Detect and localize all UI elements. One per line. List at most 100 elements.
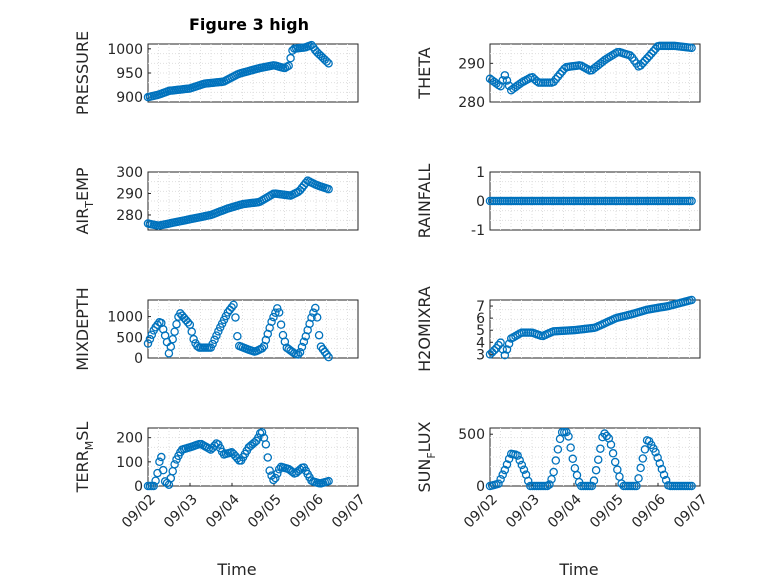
mixdepth-ytick-label: 1000: [107, 310, 143, 326]
terr_msl-ytick-label: 0: [134, 479, 143, 495]
mixdepth-data-point: [214, 327, 223, 336]
sun_flux-data-point: [653, 453, 662, 462]
sun_flux-data-point: [562, 427, 571, 437]
mixdepth-data-point: [229, 300, 238, 310]
ylabel-main: PRESSURE: [73, 31, 92, 115]
sun_flux-data-point: [661, 475, 671, 485]
terr_msl-data-point: [158, 465, 168, 475]
sun_flux-xtick-label: 09/07: [671, 492, 711, 532]
mixdepth-ytick-label: 0: [134, 351, 143, 367]
sun_flux-data-point: [636, 463, 645, 473]
theta-data-point: [500, 71, 510, 80]
rainfall-ytick-label: 0: [476, 194, 485, 210]
subplot-pressure: 900 950 1000 PRESSURE Figure 3 high: [73, 15, 359, 115]
mixdepth-data-point: [145, 334, 155, 344]
rainfall-ytick-label: 1: [476, 165, 485, 181]
subplot-terr_msl: 0 100 200 TERRMSL 09/02 09/03 09/04 09/05 09/06 0…: [73, 422, 369, 579]
sun_flux-data-point: [498, 470, 507, 479]
sun_flux-data-point: [655, 459, 665, 468]
sun_flux-data-point: [504, 454, 514, 464]
subplot-theta: 280 290 THETA: [415, 41, 701, 111]
mixdepth-data-point: [297, 342, 307, 352]
air_temp-ytick-label: 290: [116, 186, 143, 202]
theta-data-point: [642, 54, 652, 63]
h2omixra-data-point: [504, 339, 514, 349]
mixdepth-data-point: [166, 342, 176, 351]
sun_flux-data-point: [587, 481, 597, 491]
pressure-series: [143, 40, 333, 102]
pressure-data-point: [324, 59, 333, 68]
mixdepth-data-point: [311, 303, 320, 313]
mixdepth-data-point: [274, 308, 284, 317]
sun_flux-data-point: [543, 481, 552, 491]
air_temp-ylabel: AIRTEMP: [73, 167, 96, 234]
terr_msl-data-point: [151, 476, 160, 485]
mixdepth-data-point: [143, 339, 153, 348]
h2omixra-data-point: [502, 345, 512, 354]
h2omixra-ytick-label: 7: [476, 299, 485, 315]
ylabel-subscript: M: [83, 441, 96, 451]
pressure-data-point: [286, 53, 295, 63]
theta-ytick-label: 290: [458, 56, 485, 72]
theta-data-point: [687, 43, 696, 53]
h2omixra-ytick-label: 4: [476, 335, 485, 351]
theta-data-point: [555, 69, 565, 79]
sun_flux-data-point: [589, 476, 599, 485]
h2omixra-ytick-label: 6: [476, 311, 485, 327]
sun_flux-data-point: [634, 474, 643, 483]
ylabel-main: SUN: [415, 459, 434, 493]
mixdepth-data-point: [227, 303, 236, 312]
sun_flux-data-point: [659, 470, 669, 480]
sun_flux-data-point: [606, 440, 616, 449]
mixdepth-data-point: [257, 344, 267, 353]
sun_flux-data-point: [566, 443, 575, 452]
subplot-rainfall: -1 0 1 RAINFALL: [415, 164, 701, 239]
mixdepth-data-point: [295, 347, 305, 357]
h2omixra-series: [485, 295, 696, 360]
sun_flux-data-point: [593, 455, 603, 464]
sun_flux-data-point: [551, 456, 561, 465]
terr_msl-data-point: [265, 466, 274, 475]
h2omixra-data-point: [498, 345, 507, 354]
terr_msl-data-point: [155, 457, 164, 467]
air_temp-series: [143, 176, 333, 230]
mixdepth-data-point: [314, 330, 324, 340]
ylabel-main: MIXDEPTH: [73, 287, 92, 370]
sun_flux-data-point: [545, 480, 554, 489]
theta-data-point: [600, 55, 609, 65]
ylabel-main: AIR: [73, 208, 92, 235]
ylabel-main: RAINFALL: [415, 164, 434, 239]
air_temp-grid: [148, 172, 358, 230]
air_temp-ytick-label: 300: [116, 165, 143, 181]
sun_flux-series: [485, 427, 696, 491]
sun_flux-data-point: [640, 445, 650, 454]
h2omixra-ytick-label: 3: [476, 347, 485, 363]
ylabel-main: H2OMIXRA: [415, 286, 434, 372]
mixdepth-data-point: [324, 352, 333, 362]
h2omixra-data-point: [489, 346, 499, 355]
sun_flux-data-point: [519, 465, 529, 474]
sun_flux-data-point: [494, 479, 503, 488]
ylabel-rest: EMP: [73, 167, 92, 201]
ylabel-rest: SL: [73, 422, 92, 441]
sun_flux-data-point: [600, 429, 609, 438]
pressure-ylabel: PRESSURE: [73, 31, 92, 115]
sun_flux-data-point: [657, 464, 667, 474]
terr_msl-xtick-label: 09/06: [287, 491, 327, 531]
sun_flux-xtick-label: 09/03: [503, 492, 543, 532]
h2omixra-data-point: [500, 350, 510, 360]
sun_flux-data-point: [568, 454, 578, 464]
rainfall-ylabel: RAINFALL: [415, 164, 434, 239]
ylabel-main: TERR: [73, 450, 92, 493]
theta-data-point: [625, 51, 635, 60]
sun_flux-data-point: [591, 465, 601, 475]
mixdepth-ylabel: MIXDEPTH: [73, 287, 92, 370]
mixdepth-data-point: [276, 320, 286, 329]
pressure-data-point: [284, 61, 293, 71]
sun_flux-data-point: [523, 476, 533, 486]
terr_msl-data-point: [257, 428, 267, 437]
terr_msl-xtick-label: 09/02: [119, 492, 159, 532]
rainfall-ytick-label: -1: [471, 223, 485, 239]
mixdepth-data-point: [312, 313, 322, 322]
rainfall-data-point: [687, 196, 696, 206]
